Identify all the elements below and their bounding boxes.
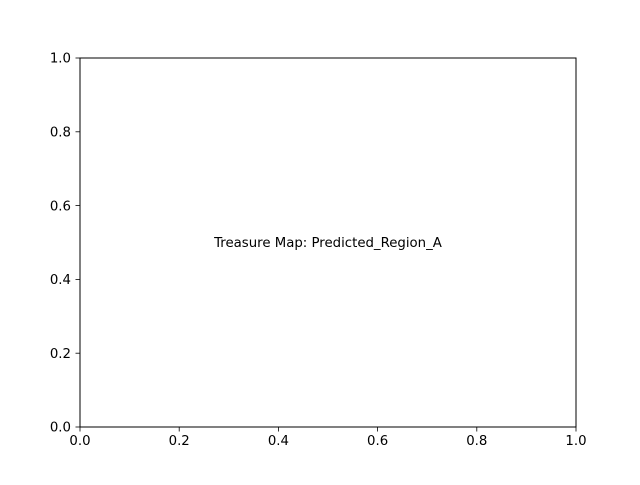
axes-background xyxy=(80,58,576,427)
x-axis: 0.0 0.2 0.4 0.6 0.8 1.0 xyxy=(69,427,587,449)
axes-frame xyxy=(79,57,577,428)
y-tick-label: 0.8 xyxy=(50,126,71,141)
x-tick-label: 0.6 xyxy=(367,434,388,449)
annotation-text: Treasure Map: Predicted_Region_A xyxy=(213,236,442,251)
y-tick-label: 1.0 xyxy=(50,52,71,67)
y-tick-label: 0.6 xyxy=(50,199,71,214)
x-tick-label: 1.0 xyxy=(565,434,586,449)
y-tick-label: 0.4 xyxy=(50,273,71,288)
x-tick-label: 0.8 xyxy=(466,434,487,449)
x-tick-label: 0.4 xyxy=(268,434,289,449)
x-tick-label: 0.2 xyxy=(169,434,190,449)
annotations-layer: Treasure Map: Predicted_Region_A xyxy=(213,236,442,251)
x-tick-label: 0.0 xyxy=(69,434,90,449)
y-axis: 0.0 0.2 0.4 0.6 0.8 1.0 xyxy=(50,52,80,436)
y-tick-label: 0.0 xyxy=(50,421,71,436)
y-tick-label: 0.2 xyxy=(50,347,71,362)
